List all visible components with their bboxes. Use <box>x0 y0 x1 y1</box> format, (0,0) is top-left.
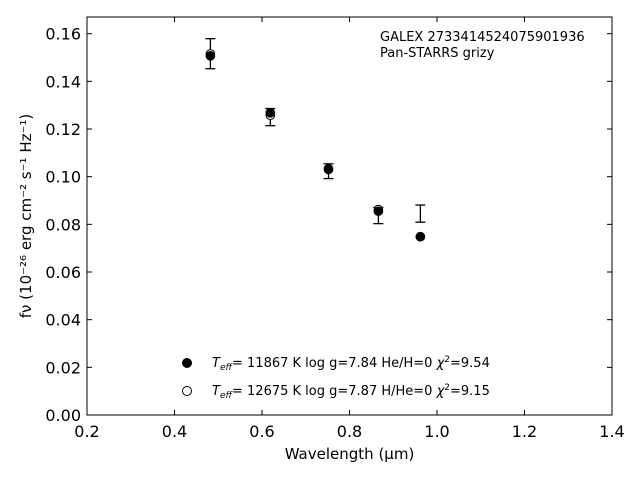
x-axis-label: Wavelength (μm) <box>285 445 415 463</box>
model-point-filled <box>415 231 426 242</box>
x-tick-label: 1.4 <box>599 422 624 441</box>
model-point-filled <box>373 206 384 217</box>
annotation-survey: Pan-STARRS grizy <box>380 46 495 61</box>
x-tick-label: 0.4 <box>162 422 187 441</box>
annotation-object-name: GALEX 2733414524075901936 <box>380 30 585 45</box>
y-axis-label: fν (10⁻²⁶ erg cm⁻² s⁻¹ Hz⁻¹) <box>17 114 35 319</box>
errorbar <box>415 204 426 223</box>
x-tick-label: 1.0 <box>424 422 449 441</box>
model-point-filled <box>265 108 276 118</box>
model-point-filled <box>323 164 334 174</box>
y-tick-label: 0.12 <box>45 120 81 139</box>
x-tick-label: 0.6 <box>249 422 274 441</box>
y-tick-label: 0.04 <box>45 311 81 330</box>
y-tick-label: 0.10 <box>45 168 81 187</box>
y-axis-ticks: 0.00 0.02 0.04 0.06 0.08 0.10 0.12 0.14 0.16 <box>45 25 612 425</box>
x-tick-label: 0.2 <box>74 422 99 441</box>
legend-entry-1: Teff= 11867 K log g=7.84 He/H=0 χ2=9.54 <box>212 355 490 373</box>
legend-entry-2: Teff= 12675 K log g=7.87 H/He=0 χ2=9.15 <box>212 383 490 401</box>
y-tick-label: 0.08 <box>45 215 81 234</box>
legend-marker-filled <box>182 358 192 368</box>
model-markers <box>205 49 426 242</box>
y-tick-label: 0.02 <box>45 358 81 377</box>
x-axis-ticks: 0.2 0.4 0.6 0.8 1.0 1.2 1.4 <box>74 17 625 441</box>
y-tick-label: 0.00 <box>45 406 81 425</box>
y-tick-label: 0.14 <box>45 72 81 91</box>
x-tick-label: 0.8 <box>337 422 362 441</box>
y-tick-label: 0.06 <box>45 263 81 282</box>
model-point-filled <box>205 51 216 61</box>
legend-marker-open <box>182 386 192 396</box>
x-tick-label: 1.2 <box>512 422 537 441</box>
y-tick-label: 0.16 <box>45 25 81 44</box>
observed-errorbars <box>205 38 426 225</box>
legend: Teff= 11867 K log g=7.84 He/H=0 χ2=9.54 … <box>182 355 490 401</box>
